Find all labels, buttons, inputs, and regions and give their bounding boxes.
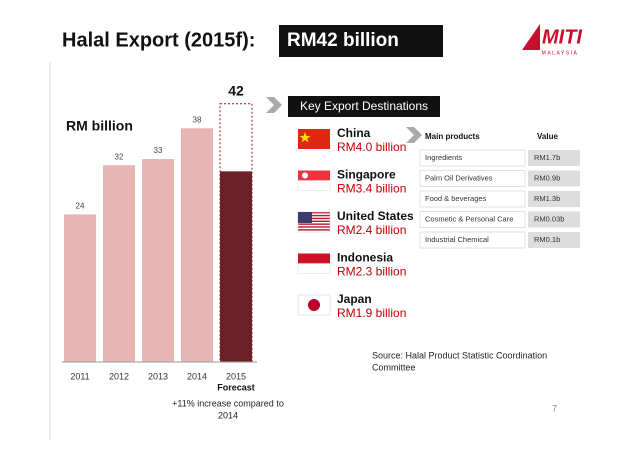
table-header: Main products [425,132,480,141]
flag-stripe [298,223,330,225]
flag-stripe [298,226,330,228]
x-tick-label: 2015 [226,371,246,381]
bar [103,165,135,362]
value-label: 38 [193,115,202,124]
flag [297,180,331,191]
value-label: 32 [115,152,124,161]
flag-sun [308,299,320,311]
flag-stripe [298,220,330,222]
bar [181,128,213,362]
flag [298,170,330,181]
country-value: RM2.3 billion [337,265,406,279]
bar [220,171,252,362]
forecast-value: 42 [228,82,244,98]
table-cell: RM0.9b [534,173,560,182]
country-value: RM4.0 billion [337,140,406,154]
table-cell: RM1.7b [534,153,560,162]
flag-stripe [298,229,330,231]
cell [528,150,580,166]
annotation: 2014 [218,410,238,420]
annotation: +11% increase compared to [172,398,284,408]
x-tick-label: 2012 [109,371,129,381]
table-header: Value [537,132,558,141]
flag-stripe [298,214,330,217]
country-value: RM3.4 billion [337,182,406,196]
source: Source: Halal Product Statistic Coordina… [372,350,547,360]
bar [142,159,174,362]
forecast-label: Forecast [217,382,255,392]
cell [419,231,526,249]
flag [298,129,330,149]
page-number: 7 [552,403,557,413]
dest-box [288,96,440,117]
bar [64,214,96,362]
title: Halal Export (2015f): [62,29,255,51]
country-value: RM2.4 billion [337,223,406,237]
table-cell: RM0.03b [534,214,564,223]
cell [528,211,580,228]
cell [419,170,526,187]
arrow [266,97,282,113]
y-label: RM billion [66,118,133,134]
x-tick-label: 2011 [70,371,89,381]
cell [419,211,526,228]
flag [298,253,330,264]
cell [528,170,580,187]
highlight: RM42 billion [287,30,399,51]
source: Committee [372,362,416,372]
forecast-bar [219,103,253,363]
table-cell: Palm Oil Derivatives [425,173,493,182]
logo-mark [522,24,540,50]
flag-star [299,132,311,143]
country: China [337,126,371,140]
table-cell: Food & beverages [425,194,487,203]
flag-stripe [298,217,330,220]
flag [297,263,331,274]
logo: MITI [542,26,582,48]
country: United States [337,209,414,223]
flag-stripe [298,212,330,214]
highlight-box [279,25,443,57]
table-cell: RM1.3b [534,194,560,203]
table-cell: Cosmetic & Personal Care [425,214,513,223]
table-cell: Ingredients [425,153,462,162]
logo-sub: MALAYSIA [542,50,579,56]
cell [419,190,526,208]
flag-canton [298,212,312,223]
table-cell: RM0.1b [534,235,560,244]
country: Japan [337,292,372,306]
country: Indonesia [337,251,393,265]
dest-title: Key Export Destinations [300,99,428,113]
value-label: 24 [76,202,85,211]
flag-moon [302,172,308,179]
country-value: RM1.9 billion [337,306,406,320]
cell [528,191,580,207]
arrow [406,127,422,143]
cell [528,232,580,248]
country: Singapore [337,168,396,182]
x-tick-label: 2013 [148,371,168,381]
table-cell: Industrial Chemical [425,235,489,244]
value-label: 33 [154,146,163,155]
cell [419,149,526,167]
x-tick-label: 2014 [187,371,207,381]
